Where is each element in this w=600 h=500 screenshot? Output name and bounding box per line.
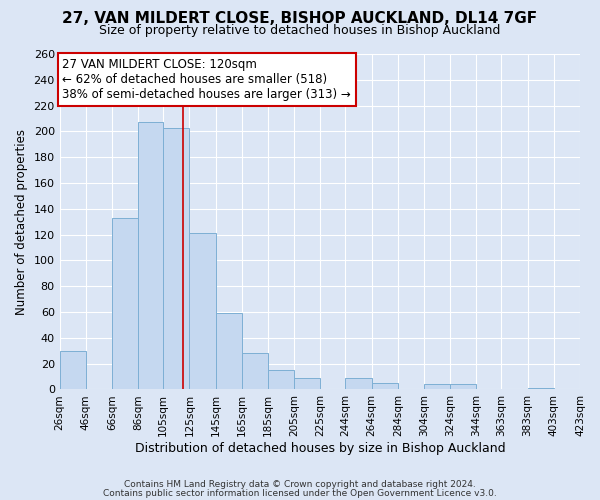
Bar bbox=[294, 378, 320, 390]
Bar bbox=[139, 122, 163, 390]
Text: Size of property relative to detached houses in Bishop Auckland: Size of property relative to detached ho… bbox=[100, 24, 500, 37]
Text: 27 VAN MILDERT CLOSE: 120sqm
← 62% of detached houses are smaller (518)
38% of s: 27 VAN MILDERT CLOSE: 120sqm ← 62% of de… bbox=[62, 58, 351, 101]
Bar bbox=[424, 384, 450, 390]
Bar bbox=[268, 370, 294, 390]
Bar bbox=[527, 388, 554, 390]
Bar bbox=[215, 314, 242, 390]
Y-axis label: Number of detached properties: Number of detached properties bbox=[15, 128, 28, 314]
Bar bbox=[346, 378, 371, 390]
Bar bbox=[371, 383, 398, 390]
Bar bbox=[190, 234, 215, 390]
Text: Contains HM Land Registry data © Crown copyright and database right 2024.: Contains HM Land Registry data © Crown c… bbox=[124, 480, 476, 489]
X-axis label: Distribution of detached houses by size in Bishop Auckland: Distribution of detached houses by size … bbox=[134, 442, 505, 455]
Text: 27, VAN MILDERT CLOSE, BISHOP AUCKLAND, DL14 7GF: 27, VAN MILDERT CLOSE, BISHOP AUCKLAND, … bbox=[62, 11, 538, 26]
Bar bbox=[450, 384, 476, 390]
Bar bbox=[163, 128, 190, 390]
Bar bbox=[112, 218, 139, 390]
Bar bbox=[59, 351, 86, 390]
Text: Contains public sector information licensed under the Open Government Licence v3: Contains public sector information licen… bbox=[103, 488, 497, 498]
Bar bbox=[242, 354, 268, 390]
